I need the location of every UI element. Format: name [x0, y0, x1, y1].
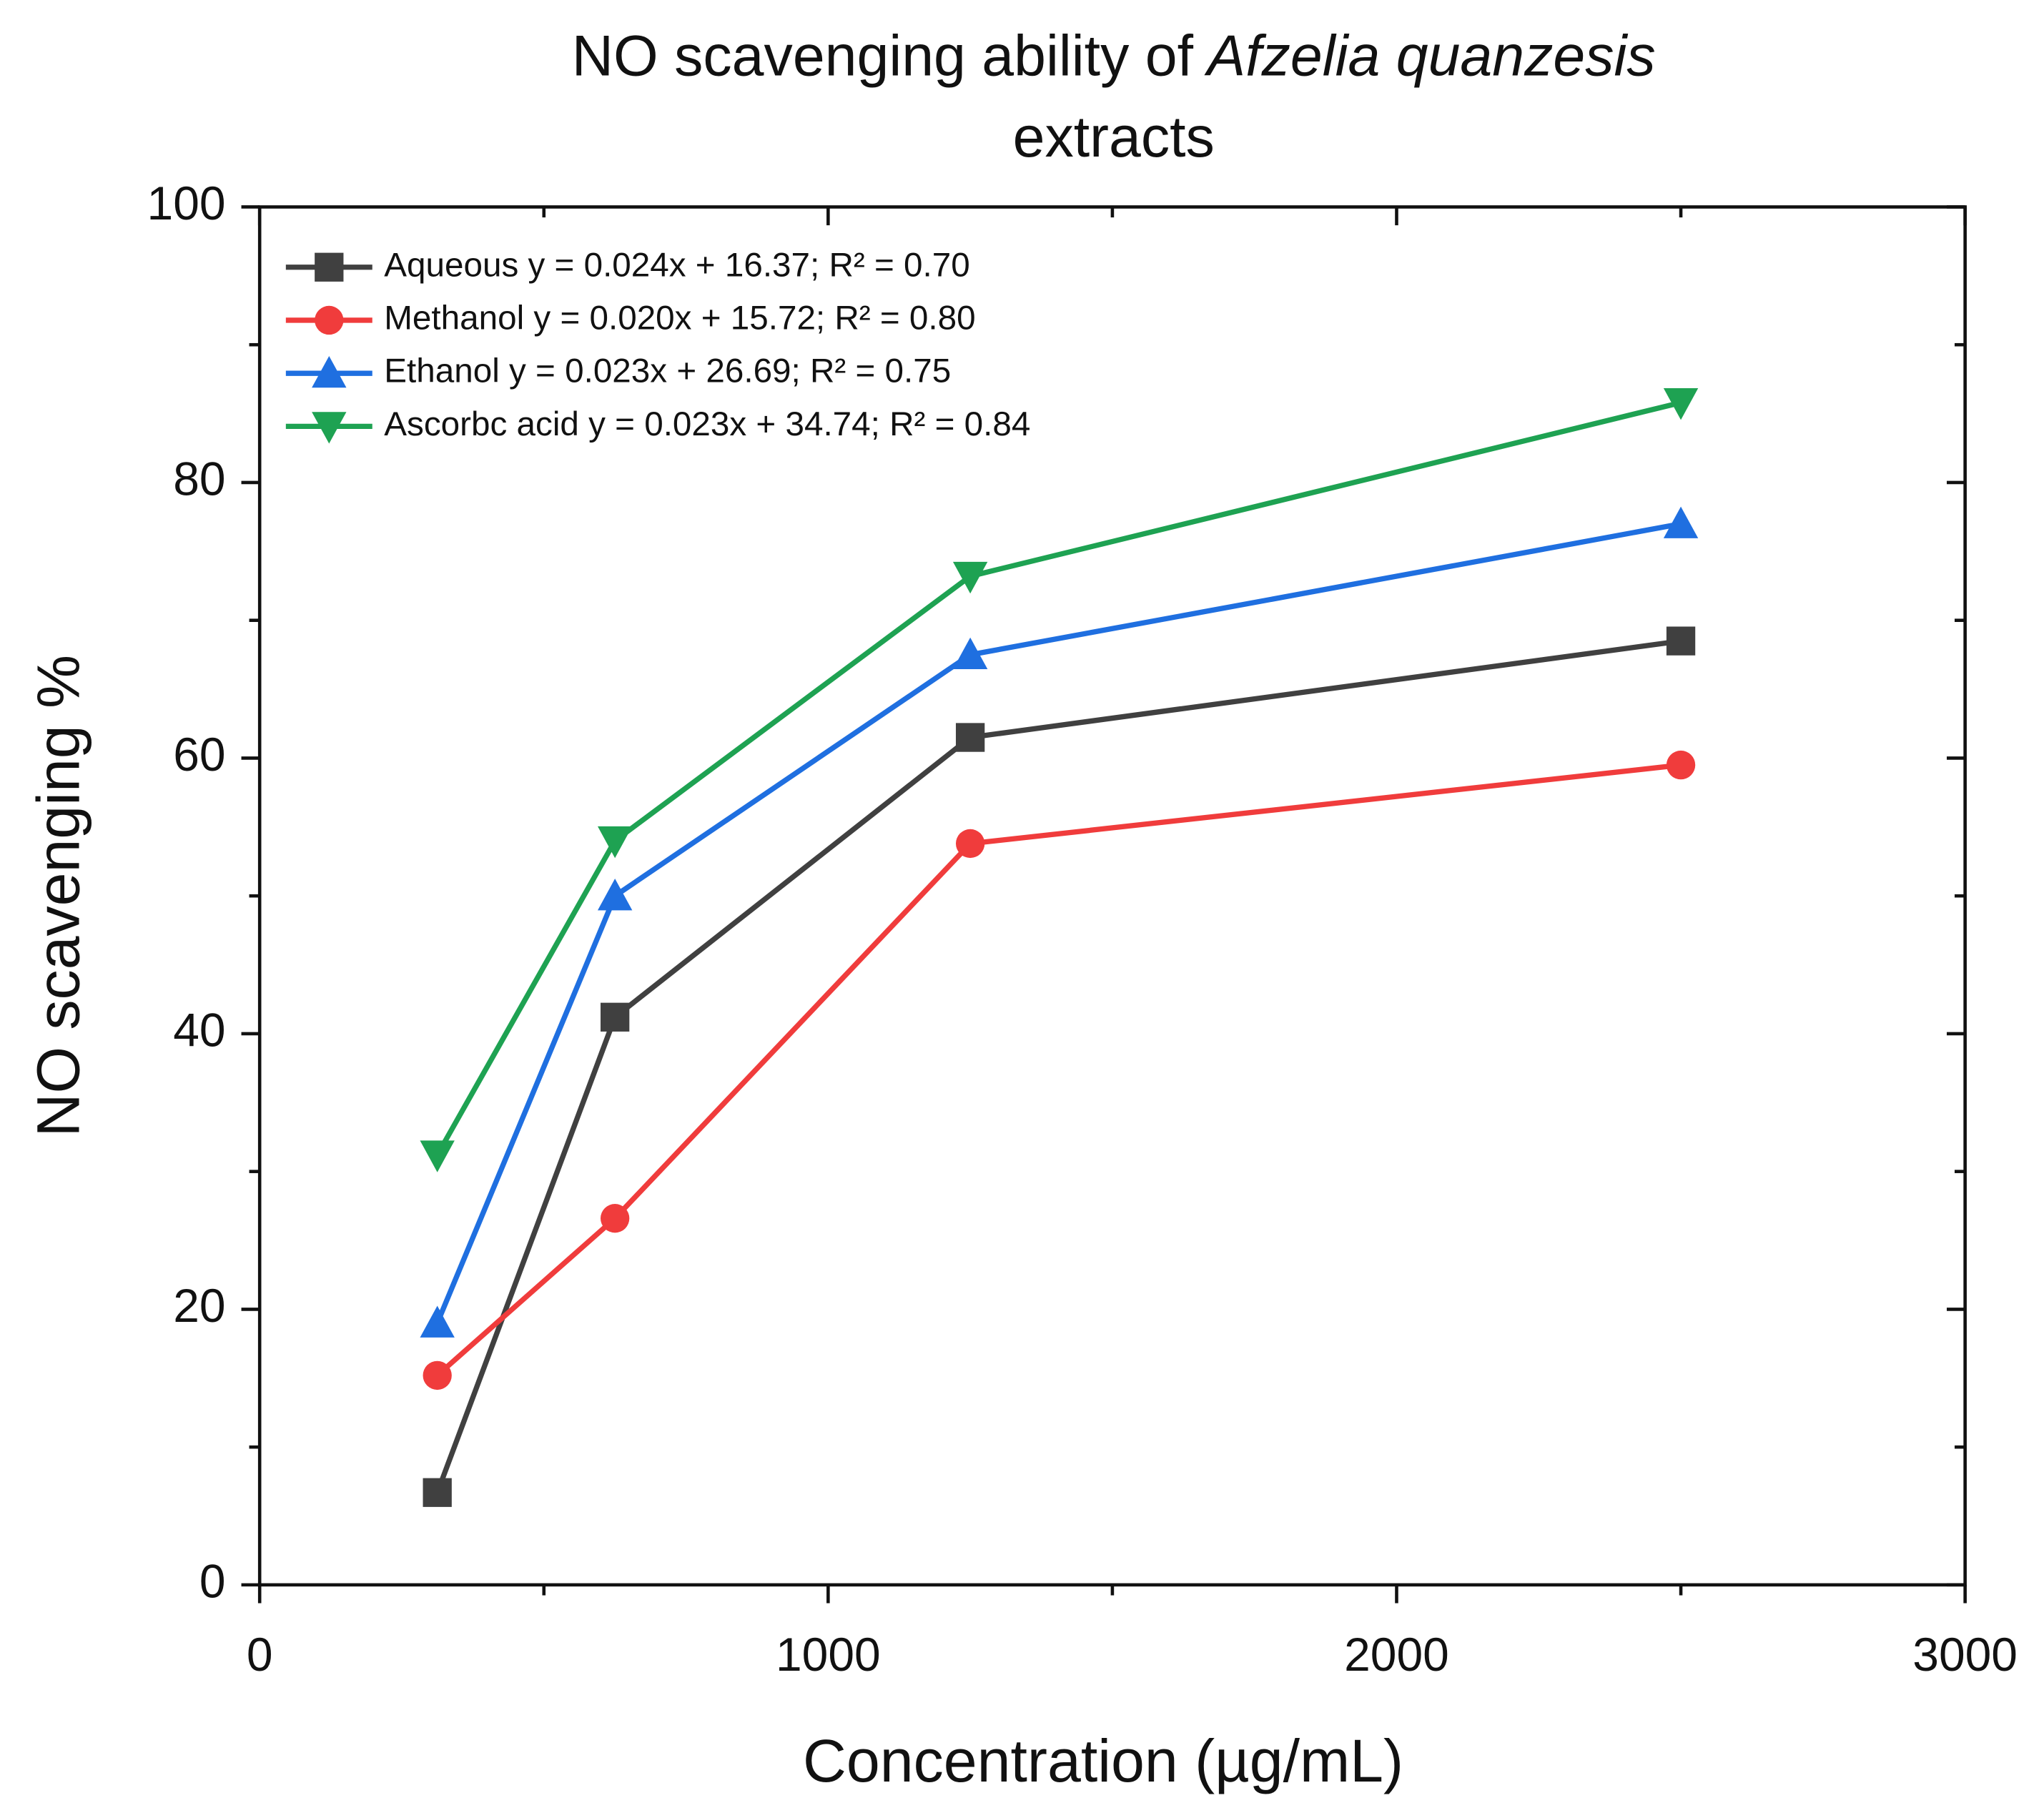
y-tick-label: 100	[147, 177, 226, 229]
marker	[1666, 626, 1696, 656]
marker	[420, 1305, 455, 1338]
x-axis-label: Concentration (µg/mL)	[803, 1727, 1403, 1794]
marker	[601, 1002, 630, 1032]
marker	[597, 826, 633, 859]
marker	[423, 1360, 452, 1390]
series-line	[435, 521, 1682, 1325]
marker	[955, 829, 985, 859]
x-tick-label: 2000	[1344, 1628, 1449, 1681]
x-tick-label: 1000	[776, 1628, 881, 1681]
marker	[952, 637, 988, 670]
legend-marker	[315, 305, 344, 335]
marker	[597, 878, 633, 911]
marker	[1666, 750, 1696, 780]
title-part: Afzelia quanzesis	[1193, 24, 1656, 89]
y-tick-label: 0	[199, 1554, 226, 1607]
chart-title: NO scavenging ability of Afzelia quanzes…	[572, 24, 1656, 89]
legend-label: Ethanol y = 0.023x + 26.69; R² = 0.75	[384, 352, 951, 390]
marker	[1663, 506, 1699, 538]
series-line	[435, 638, 1682, 1494]
marker	[1663, 388, 1699, 420]
series-line	[435, 762, 1682, 1378]
series-line	[435, 400, 1682, 1157]
marker	[952, 561, 988, 594]
marker	[423, 1478, 452, 1507]
legend-label: Methanol y = 0.020x + 15.72; R² = 0.80	[384, 300, 975, 337]
legend-label: Aqueous y = 0.024x + 16.37; R² = 0.70	[384, 246, 969, 284]
y-tick-label: 20	[173, 1279, 225, 1332]
marker	[955, 723, 985, 752]
y-tick-label: 80	[173, 452, 225, 505]
legend-label: Ascorbc acid y = 0.023x + 34.74; R² = 0.…	[384, 405, 1030, 443]
x-tick-label: 3000	[1912, 1628, 2018, 1681]
title-part: extracts	[1013, 105, 1215, 169]
title-part: NO scavenging ability of	[572, 24, 1194, 89]
legend-marker	[312, 412, 347, 444]
x-tick-label: 0	[247, 1628, 273, 1681]
marker	[420, 1140, 455, 1172]
chart-title: extracts	[1013, 105, 1215, 169]
marker	[601, 1204, 630, 1233]
y-tick-label: 60	[173, 728, 225, 781]
legend-marker	[312, 355, 347, 388]
legend-marker	[315, 252, 344, 282]
y-axis-label: NO scavenging %	[25, 655, 92, 1137]
y-tick-label: 40	[173, 1003, 225, 1056]
